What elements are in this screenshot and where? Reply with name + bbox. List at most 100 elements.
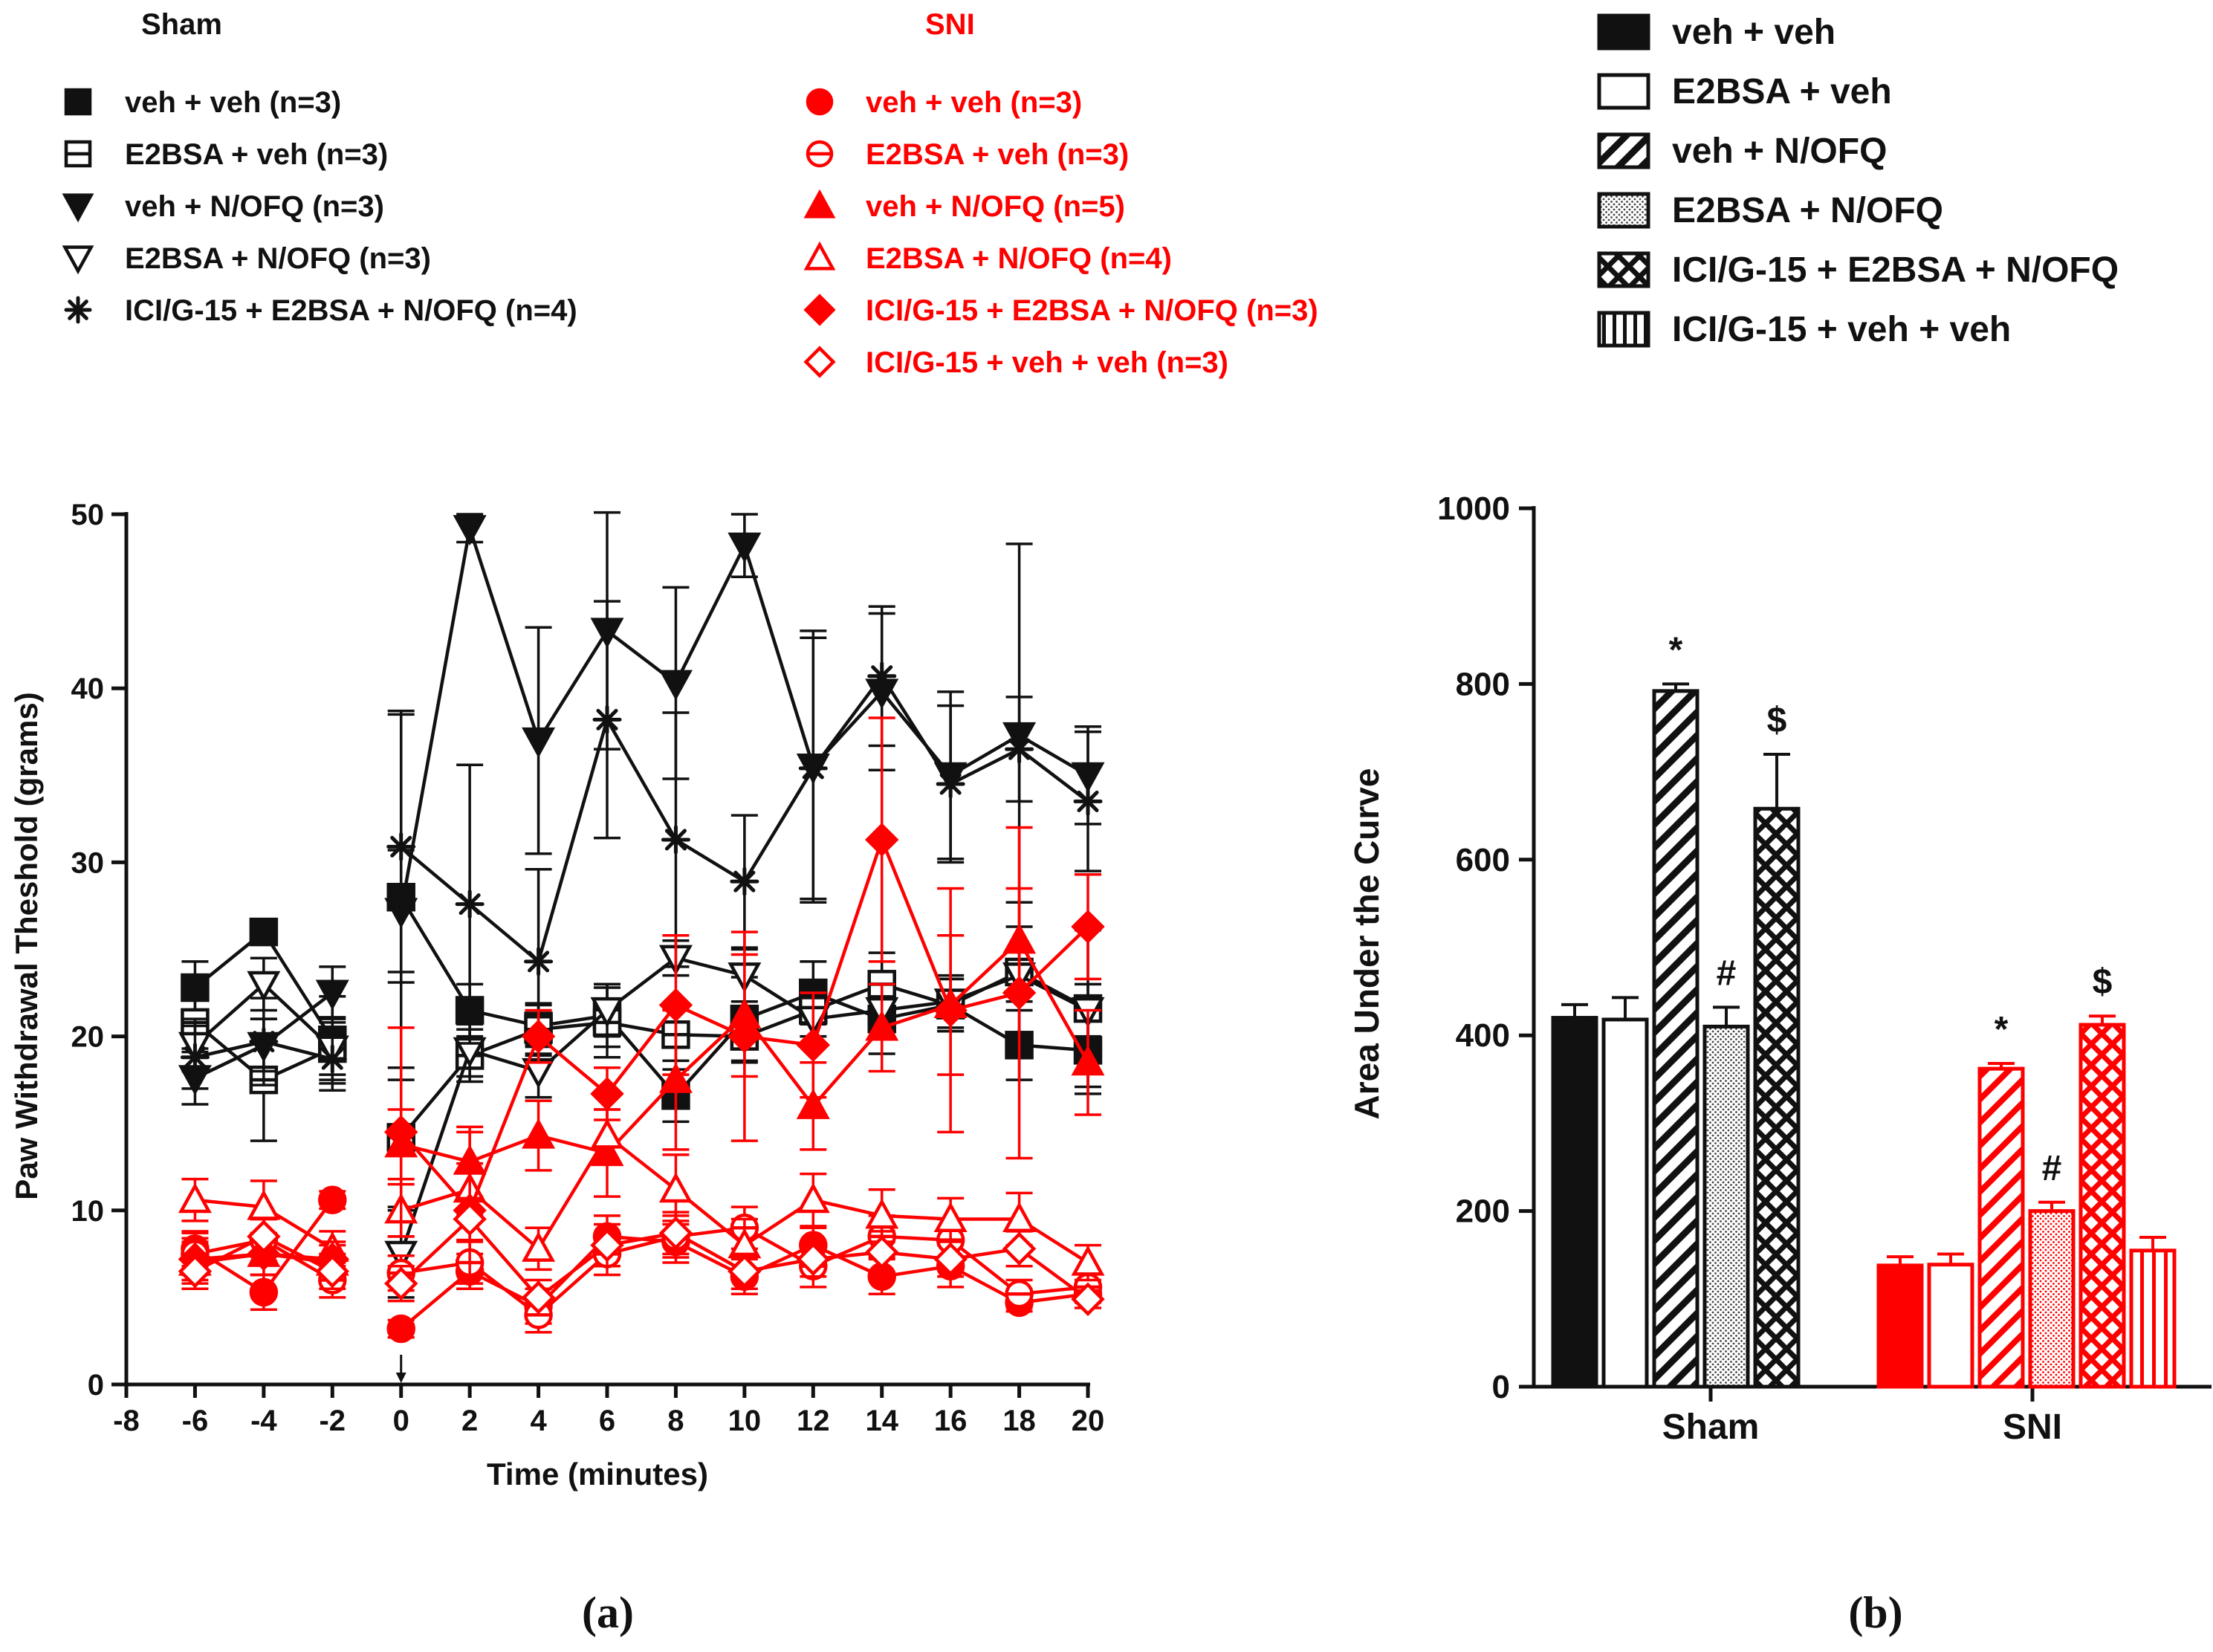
legend-sham-marker — [64, 88, 92, 116]
line-chart-x-tick-label: 6 — [599, 1405, 615, 1437]
legend-sham-marker-ray — [68, 299, 88, 320]
data-point — [936, 769, 965, 799]
line-chart-x-tick-label: 2 — [461, 1405, 478, 1437]
line-chart-x-tick-label: 0 — [393, 1405, 409, 1437]
legend-sni-marker — [806, 88, 834, 116]
line-chart-y-label: Paw Withdrawal Theshold (grams) — [9, 692, 44, 1199]
legend-sni-label: veh + veh (n=3) — [866, 86, 1082, 119]
line-chart-x-tick-label: 4 — [530, 1405, 547, 1437]
data-point — [247, 971, 281, 1002]
significance-mark: * — [1995, 1010, 2009, 1049]
legend-sham-marker — [64, 296, 92, 324]
data-point — [249, 1027, 279, 1057]
data-point-ray — [253, 1031, 275, 1053]
data-point — [867, 661, 897, 691]
legend-sni-label: ICI/G-15 + E2BSA + N/OFQ (n=3) — [866, 294, 1318, 327]
data-point — [318, 1185, 347, 1214]
line-chart-y-tick-label: 40 — [71, 673, 105, 705]
line-chart-x-tick-label: 8 — [667, 1405, 684, 1437]
data-point — [524, 947, 554, 976]
line-chart-x-tick-label: -6 — [182, 1405, 209, 1437]
legend-sni-label: veh + N/OFQ (n=5) — [866, 190, 1125, 223]
legend-sham: Sham veh + veh (n=3) E2BSA + veh (n=3) veh… — [62, 8, 577, 327]
line-chart-x-tick-label: -8 — [113, 1405, 140, 1437]
line-chart-y-tick-label: 10 — [71, 1195, 105, 1228]
bar-chart-category-label: SNI — [2003, 1408, 2062, 1447]
data-point — [317, 1044, 347, 1074]
bar-chart-panel: 0 200 400 600 800 1000 Sham SNI * # $ * # $ Area Und… — [1347, 490, 2212, 1447]
data-point — [658, 670, 693, 701]
legend-bar-swatch — [1597, 132, 1650, 169]
line-chart-x-tick-label: 18 — [1002, 1405, 1036, 1437]
data-point — [590, 997, 624, 1028]
bar-chart-y-tick-label: 800 — [1456, 666, 1510, 702]
data-point — [865, 1010, 899, 1041]
data-point — [1073, 786, 1103, 816]
data-point — [658, 1062, 693, 1093]
legend-bar-swatch — [1597, 192, 1650, 229]
legend-sni-label: E2BSA + N/OFQ (n=4) — [866, 242, 1172, 275]
data-point — [249, 917, 279, 947]
data-point — [180, 1043, 210, 1072]
data-point — [315, 1254, 350, 1289]
legend-bar-label: veh + N/OFQ — [1672, 132, 1887, 171]
line-chart-x-tick-label: 12 — [797, 1405, 830, 1437]
data-point — [249, 1277, 279, 1307]
data-point — [864, 1235, 899, 1269]
data-point — [592, 704, 622, 734]
line-chart-x-tick-label: -4 — [250, 1405, 277, 1437]
data-point — [933, 1202, 968, 1233]
bar-chart-bars: * # $ * # $ — [1551, 630, 2177, 1389]
line-chart-y-tick-label: 50 — [71, 499, 105, 531]
data-point — [728, 1254, 762, 1289]
data-point — [1071, 1045, 1105, 1076]
data-point — [728, 1019, 762, 1054]
series-7 — [178, 887, 1105, 1285]
line-chart-y-tick-label: 20 — [71, 1021, 105, 1054]
series-10 — [178, 1196, 1105, 1317]
data-point — [796, 1028, 831, 1063]
legend-sni-label: E2BSA + veh (n=3) — [866, 138, 1129, 171]
data-point — [178, 1254, 213, 1289]
data-point — [658, 988, 693, 1023]
legend-sni-label: ICI/G-15 + veh + veh (n=3) — [866, 346, 1228, 379]
data-point — [455, 890, 485, 919]
data-point — [933, 1242, 968, 1277]
bar — [1753, 806, 1801, 1389]
legend-sni-marker — [803, 294, 836, 326]
data-point-ray — [459, 893, 481, 916]
data-point — [1002, 1231, 1037, 1266]
line-chart-x-tick-label: 20 — [1072, 1405, 1105, 1437]
legend-bar-swatch — [1597, 311, 1650, 348]
bar — [2028, 1209, 2076, 1389]
bar-chart-y-tick-label: 200 — [1456, 1193, 1510, 1230]
legend-bar-label: ICI/G-15 + veh + veh — [1672, 310, 2011, 349]
bar — [1702, 1024, 1750, 1389]
legend-sham-label: ICI/G-15 + E2BSA + N/OFQ (n=4) — [125, 294, 577, 327]
bar-chart-category-label: Sham — [1662, 1408, 1760, 1447]
bar — [2078, 1023, 2126, 1389]
data-point — [798, 754, 828, 783]
data-point — [383, 1115, 418, 1150]
data-point — [1005, 734, 1034, 764]
line-chart-axes: 0 10 20 30 40 50 -8 -6 -4 -2 0 2 4 6 8 10 12 14 16 18 20 — [71, 499, 1105, 1437]
legend-sham-label: E2BSA + N/OFQ (n=3) — [125, 242, 431, 275]
data-point-ray — [1077, 790, 1099, 812]
legend-sni-title: SNI — [925, 8, 975, 41]
significance-mark: $ — [2093, 962, 2113, 1002]
line-chart-y-tick-label: 30 — [71, 846, 105, 879]
data-point — [1002, 976, 1037, 1010]
bar — [1652, 689, 1700, 1389]
bar — [1551, 1016, 1598, 1389]
data-point — [796, 1088, 830, 1119]
legend-bar-swatch — [1597, 73, 1650, 110]
data-point — [796, 1182, 830, 1214]
data-point-ray — [1008, 738, 1031, 760]
data-point — [933, 993, 968, 1028]
legend-bar-label: veh + veh — [1672, 13, 1835, 52]
line-chart-y-tick-label: 0 — [88, 1369, 104, 1402]
data-point — [590, 1228, 624, 1263]
legend-sham-title: Sham — [141, 8, 222, 41]
data-point — [728, 532, 762, 563]
bar — [1601, 1017, 1649, 1389]
